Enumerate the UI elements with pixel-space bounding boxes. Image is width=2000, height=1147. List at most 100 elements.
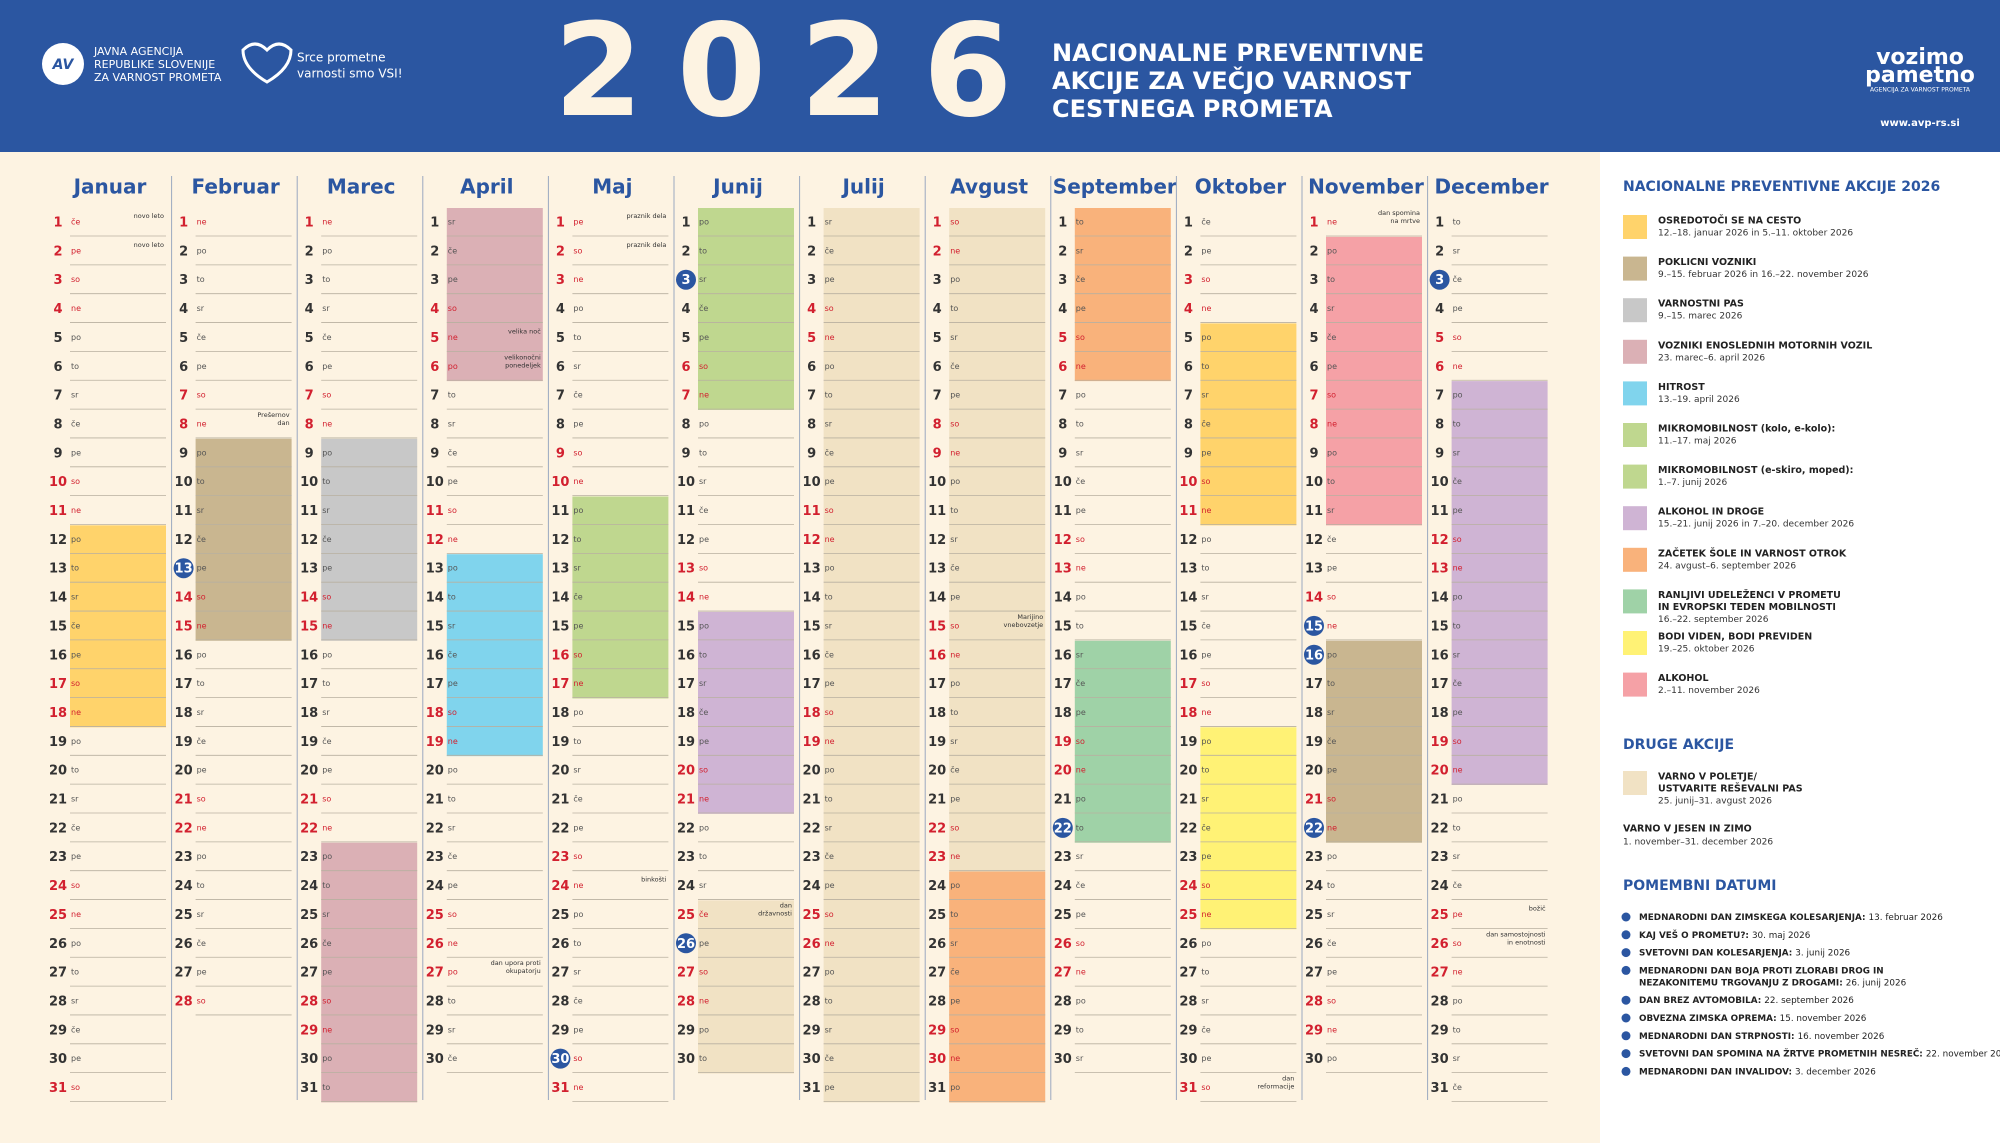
weekday: to (322, 477, 330, 486)
weekday: če (699, 909, 708, 919)
day-number: 6 (305, 360, 314, 375)
weekday: so (322, 795, 331, 804)
day-number: 30 (1179, 1052, 1197, 1067)
day-number: 25 (175, 908, 193, 923)
weekday: po (573, 708, 583, 717)
day-number: 21 (928, 793, 946, 808)
day-number: 18 (1431, 706, 1449, 721)
legend-dates: 1. november–31. december 2026 (1623, 838, 1773, 848)
important-name: MEDNARODNI DAN STRPNOSTI: 16. november 20… (1639, 1031, 1885, 1041)
day-number: 28 (1054, 994, 1072, 1009)
weekday: po (825, 968, 835, 977)
day-number: 7 (179, 389, 188, 404)
holiday-note: in enotnosti (1507, 938, 1546, 946)
day-number: 12 (677, 533, 695, 548)
day-number: 31 (49, 1081, 67, 1096)
day-number: 27 (1054, 966, 1072, 981)
day-number: 1 (1058, 216, 1067, 231)
weekday: po (825, 766, 835, 775)
day-number: 8 (1058, 417, 1067, 432)
weekday: po (825, 362, 835, 371)
day-number: 30 (300, 1052, 318, 1067)
holiday-note: dan (1282, 1075, 1294, 1083)
legend-title: DRUGE AKCIJE (1623, 737, 1734, 753)
weekday: sr (1453, 650, 1461, 659)
day-number: 14 (49, 591, 67, 606)
day-number: 3 (305, 273, 314, 288)
weekday: pe (1076, 506, 1086, 515)
legend-name: MIKROMOBILNOST (kolo, e-kolo): (1658, 424, 1835, 435)
day-number: 2 (1058, 244, 1067, 259)
important-name: NEZAKONITEMU TRGOVANJU Z DROGAMI: 26. jun… (1639, 978, 1907, 988)
important-date: 15. november 2026 (1780, 1014, 1867, 1024)
day-number: 1 (1435, 216, 1444, 231)
day-number: 20 (1179, 764, 1197, 779)
weekday: sr (950, 737, 958, 746)
day-number: 7 (305, 389, 314, 404)
weekday: po (322, 246, 332, 255)
weekday: to (1076, 1025, 1084, 1034)
weekday: če (573, 995, 582, 1005)
day-number: 7 (556, 389, 565, 404)
weekday: ne (71, 506, 81, 515)
legend-dates: 11.–17. maj 2026 (1658, 437, 1737, 447)
weekday: če (448, 245, 457, 255)
weekday: po (71, 737, 81, 746)
month-name: Avgust (950, 175, 1028, 199)
weekday: so (1453, 535, 1462, 544)
weekday: to (448, 391, 456, 400)
important-name: MEDNARODNI DAN BOJA PROTI ZLORABI DROG I… (1639, 966, 1884, 976)
legend-swatch (1623, 215, 1647, 239)
important-label: SVETOVNI DAN SPOMINA NA ŽRTVE PROMETNIH … (1639, 1047, 1923, 1059)
weekday: pe (1327, 362, 1337, 371)
day-number: 9 (681, 446, 690, 461)
weekday: to (950, 506, 958, 515)
weekday: so (1201, 275, 1210, 284)
weekday: so (322, 391, 331, 400)
day-number: 10 (1431, 475, 1449, 490)
day-number: 13 (677, 562, 695, 577)
month-name: Junij (711, 175, 763, 199)
day-number: 13 (551, 562, 569, 577)
holiday-note: dan samostojnosti (1486, 930, 1546, 938)
day-number: 30 (551, 1052, 569, 1067)
day-number: 15 (1054, 619, 1072, 634)
day-number: 20 (1305, 764, 1323, 779)
legend-swatch (1623, 339, 1647, 364)
weekday: so (448, 506, 457, 515)
day-number: 25 (49, 908, 67, 923)
day-number: 24 (803, 879, 821, 894)
legend-title: POMEMBNI DATUMI (1623, 878, 1777, 894)
day-number: 25 (1179, 908, 1197, 923)
day-number: 15 (49, 619, 67, 634)
weekday: so (699, 564, 708, 573)
day-number: 25 (1305, 908, 1323, 923)
day-number: 20 (49, 764, 67, 779)
day-number: 21 (300, 793, 318, 808)
day-number: 2 (1435, 244, 1444, 259)
important-day-ring (1304, 644, 1324, 665)
day-number: 4 (807, 302, 816, 317)
day-number: 5 (681, 331, 690, 346)
day-number: 6 (1309, 360, 1318, 375)
day-number: 23 (803, 850, 821, 865)
weekday: če (573, 592, 582, 602)
weekday: to (322, 275, 330, 284)
important-day-ring (173, 558, 194, 579)
weekday: če (322, 332, 331, 342)
weekday: če (825, 245, 834, 255)
weekday: to (950, 910, 958, 919)
weekday: pe (1076, 708, 1086, 717)
day-number: 29 (1305, 1023, 1323, 1038)
day-number: 4 (1058, 302, 1067, 317)
day-number: 5 (1184, 331, 1193, 346)
legend-name: ALKOHOL (1658, 673, 1709, 684)
weekday: to (825, 593, 833, 602)
weekday: ne (1327, 218, 1337, 227)
day-number: 18 (1054, 706, 1072, 721)
weekday: ne (573, 679, 583, 688)
day-number: 22 (928, 821, 946, 836)
weekday: pe (197, 362, 207, 371)
agency-name: REPUBLIKE SLOVENIJE (94, 58, 215, 71)
weekday: to (1453, 218, 1461, 227)
